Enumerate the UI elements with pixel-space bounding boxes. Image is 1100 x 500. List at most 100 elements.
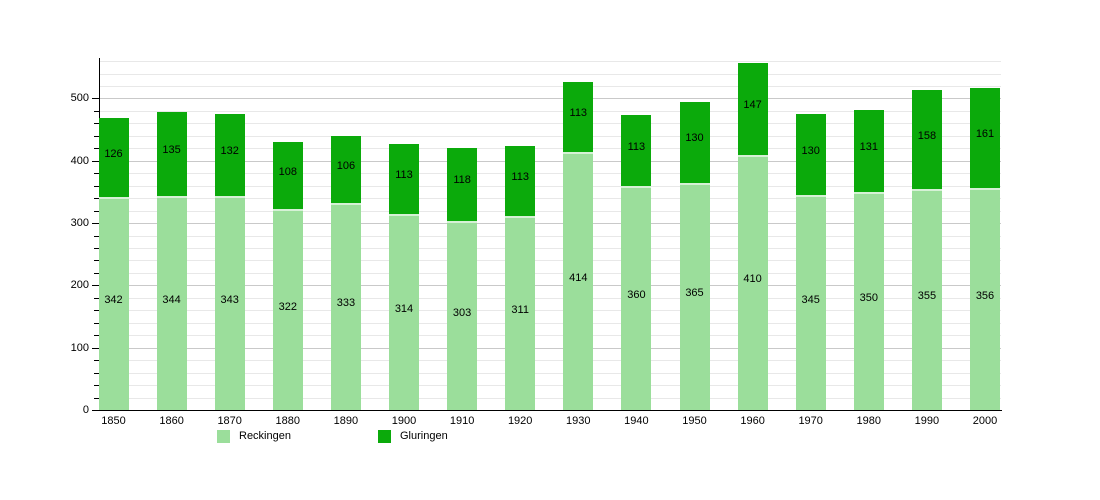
- bar-value-label-gluringen: 130: [801, 144, 820, 157]
- bar-value-label-gluringen: 126: [104, 147, 123, 160]
- minor-gridline: [100, 148, 1001, 150]
- bar-segment-reckingen: 343: [214, 196, 245, 410]
- bar-value-label-gluringen: 158: [917, 129, 937, 142]
- bar-segment-gluringen: 118: [447, 147, 478, 222]
- bar-value-label-reckingen: 355: [917, 290, 937, 303]
- y-axis-tick-label: 500: [70, 92, 89, 105]
- minor-gridline: [100, 210, 1001, 212]
- minor-gridline: [100, 185, 1001, 187]
- x-axis-tick-label: 1980: [856, 415, 882, 427]
- bar-value-label-gluringen: 113: [511, 171, 529, 184]
- minor-gridline: [100, 397, 1001, 399]
- bar-segment-reckingen: 344: [156, 195, 187, 410]
- bar-segment-gluringen: 147: [737, 62, 768, 155]
- minor-gridline: [100, 322, 1001, 324]
- x-axis-tick-label: 1850: [101, 415, 126, 427]
- x-axis-tick-label: 1970: [798, 415, 823, 427]
- y-axis-tick: [94, 198, 99, 200]
- bar-segment-gluringen: 126: [98, 118, 129, 197]
- major-gridline: [100, 98, 1001, 100]
- x-axis-tick-label: 1930: [566, 415, 591, 427]
- bar-value-label-reckingen: 344: [162, 293, 181, 306]
- y-axis-tick: [94, 397, 99, 399]
- bar-segment-reckingen: 303: [447, 221, 478, 410]
- x-axis-tick-label: 2000: [972, 415, 998, 427]
- bar-segment-gluringen: 113: [389, 143, 419, 215]
- y-axis-tick: [94, 210, 99, 212]
- bar-value-label-gluringen: 135: [162, 143, 181, 156]
- y-axis-tick-label: 200: [70, 279, 89, 292]
- y-axis-tick: [94, 335, 99, 337]
- bar-value-label-gluringen: 108: [278, 165, 297, 178]
- y-axis-tick-label: 400: [70, 154, 89, 167]
- bar-segment-gluringen: 130: [679, 101, 710, 183]
- minor-gridline: [100, 73, 1001, 75]
- x-axis-tick-label: 1990: [914, 415, 940, 427]
- minor-gridline: [100, 86, 1001, 88]
- bar-value-label-gluringen: 130: [685, 132, 704, 145]
- bar-segment-gluringen: 131: [853, 110, 884, 192]
- x-axis-tick-label: 1900: [391, 415, 417, 427]
- minor-gridline: [100, 61, 1001, 63]
- minor-gridline: [100, 235, 1001, 237]
- y-axis-tick-label: 300: [70, 217, 89, 230]
- y-axis-tick: [94, 322, 99, 324]
- y-axis-tick: [92, 98, 99, 100]
- bar-segment-gluringen: 158: [911, 90, 942, 189]
- y-axis-tick: [94, 123, 99, 125]
- bar-segment-reckingen: 414: [563, 152, 594, 410]
- minor-gridline: [100, 335, 1001, 337]
- bar-segment-reckingen: 410: [737, 154, 768, 410]
- bar-segment-reckingen: 342: [98, 196, 129, 410]
- x-axis-line: [99, 410, 1002, 411]
- minor-gridline: [100, 310, 1001, 312]
- bar-segment-gluringen: 113: [505, 145, 536, 217]
- y-axis-tick: [94, 372, 99, 374]
- x-axis-tick-label: 1920: [507, 415, 533, 427]
- bar-value-label-reckingen: 350: [859, 291, 878, 304]
- bar-value-label-gluringen: 161: [975, 128, 995, 141]
- minor-gridline: [100, 360, 1001, 362]
- bar-value-label-reckingen: 410: [743, 273, 762, 286]
- bar-segment-gluringen: 106: [330, 136, 361, 203]
- y-axis-tick: [94, 148, 99, 150]
- minor-gridline: [100, 385, 1001, 387]
- bar-value-label-reckingen: 365: [685, 287, 704, 300]
- y-axis-tick: [94, 310, 99, 312]
- minor-gridline: [100, 123, 1001, 125]
- y-axis-tick: [92, 285, 99, 287]
- bar-value-label-gluringen: 131: [859, 141, 878, 154]
- y-axis-tick: [94, 173, 99, 175]
- bar-value-label-reckingen: 314: [394, 303, 414, 316]
- bar-segment-reckingen: 314: [389, 214, 419, 410]
- y-axis-tick: [92, 160, 99, 162]
- bar-segment-gluringen: 113: [621, 115, 652, 186]
- y-axis-tick-label: 100: [70, 341, 89, 354]
- y-axis-tick-label: 0: [82, 404, 89, 416]
- bar-value-label-reckingen: 356: [975, 290, 995, 303]
- bar-segment-reckingen: 356: [970, 188, 1000, 410]
- bar-value-label-reckingen: 345: [801, 293, 820, 306]
- bar-value-label-gluringen: 118: [453, 174, 471, 187]
- minor-gridline: [100, 260, 1001, 262]
- minor-gridline: [100, 110, 1001, 112]
- bar-value-label-gluringen: 113: [569, 106, 588, 119]
- bar-value-label-reckingen: 322: [278, 300, 297, 313]
- bar-segment-reckingen: 355: [911, 188, 942, 410]
- x-axis-tick-label: 1940: [624, 415, 649, 427]
- x-axis-tick-label: 1870: [217, 415, 242, 427]
- bar-segment-reckingen: 360: [621, 185, 652, 410]
- bar-value-label-gluringen: 106: [336, 159, 356, 172]
- y-axis-tick: [94, 260, 99, 262]
- bar-value-label-reckingen: 311: [511, 304, 529, 317]
- major-gridline: [100, 160, 1001, 162]
- minor-gridline: [100, 297, 1001, 299]
- bar-value-label-reckingen: 342: [104, 294, 123, 307]
- y-axis-tick: [94, 135, 99, 137]
- y-axis-tick: [94, 248, 99, 250]
- bar-segment-gluringen: 161: [970, 87, 1000, 189]
- x-axis-tick-label: 1890: [333, 415, 359, 427]
- bar-value-label-reckingen: 414: [569, 272, 588, 285]
